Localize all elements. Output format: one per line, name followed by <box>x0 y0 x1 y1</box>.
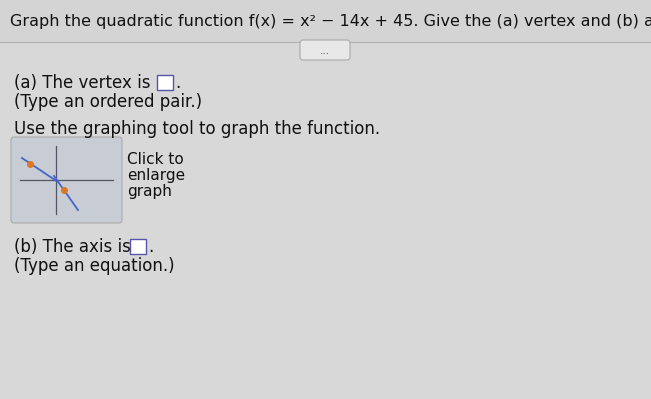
Text: (b) The axis is: (b) The axis is <box>14 238 131 256</box>
Text: .: . <box>148 238 153 256</box>
FancyBboxPatch shape <box>0 42 651 399</box>
FancyBboxPatch shape <box>157 75 173 90</box>
FancyBboxPatch shape <box>11 137 122 223</box>
Text: Graph the quadratic function f(x) = x² − 14x + 45. Give the (a) vertex and (b) a: Graph the quadratic function f(x) = x² −… <box>10 14 651 29</box>
Text: (Type an equation.): (Type an equation.) <box>14 257 174 275</box>
Text: ...: ... <box>320 46 330 56</box>
Text: Use the graphing tool to graph the function.: Use the graphing tool to graph the funct… <box>14 120 380 138</box>
Text: graph: graph <box>127 184 172 199</box>
Text: (Type an ordered pair.): (Type an ordered pair.) <box>14 93 202 111</box>
Text: .: . <box>175 74 180 92</box>
Text: enlarge: enlarge <box>127 168 185 183</box>
FancyBboxPatch shape <box>300 40 350 60</box>
Text: (a) The vertex is: (a) The vertex is <box>14 74 150 92</box>
Text: Click to: Click to <box>127 152 184 167</box>
FancyBboxPatch shape <box>0 0 651 42</box>
FancyBboxPatch shape <box>130 239 146 254</box>
